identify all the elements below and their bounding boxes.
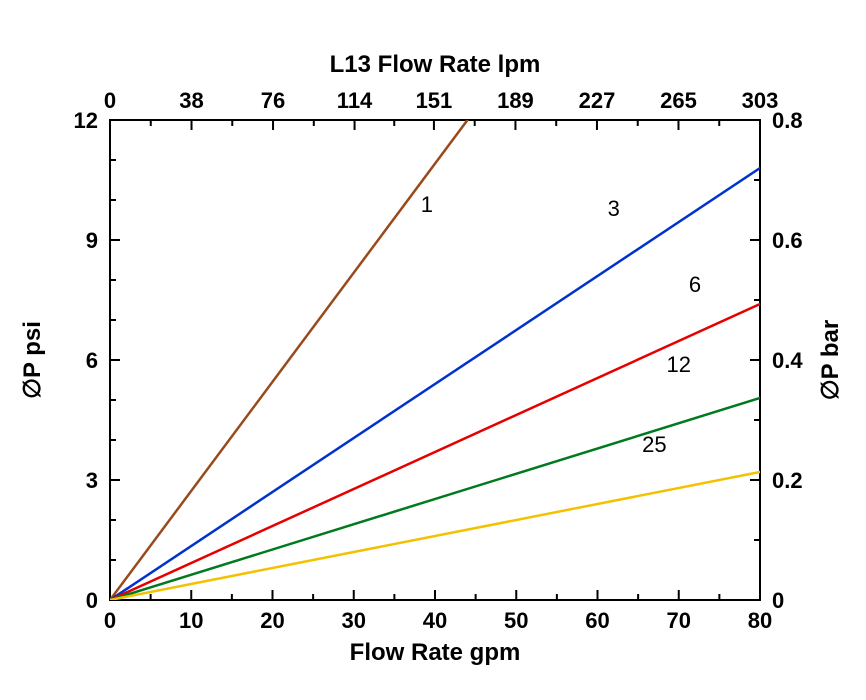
y-left-label: ∅P psi <box>19 321 46 399</box>
series-label-25: 25 <box>642 432 666 457</box>
x-bottom-label: Flow Rate gpm <box>350 639 521 666</box>
chart-title-top: L13 Flow Rate lpm <box>330 51 541 78</box>
x-bottom-tick-label: 10 <box>179 608 203 633</box>
x-bottom-tick-label: 40 <box>423 608 447 633</box>
y-right-tick-label: 0.4 <box>772 348 803 373</box>
y-left-tick-label: 0 <box>86 588 98 613</box>
x-bottom-tick-label: 30 <box>342 608 366 633</box>
y-right-tick-label: 0 <box>772 588 784 613</box>
y-right-tick-label: 0.8 <box>772 108 803 133</box>
x-bottom-tick-label: 20 <box>260 608 284 633</box>
series-label-6: 6 <box>689 272 701 297</box>
x-bottom-tick-label: 80 <box>748 608 772 633</box>
x-bottom-tick-label: 50 <box>504 608 528 633</box>
y-left-tick-label: 9 <box>86 228 98 253</box>
y-right-tick-label: 0.2 <box>772 468 803 493</box>
x-top-tick-label: 38 <box>179 88 203 113</box>
x-bottom-tick-label: 60 <box>585 608 609 633</box>
x-top-tick-label: 151 <box>416 88 453 113</box>
x-bottom-tick-label: 70 <box>667 608 691 633</box>
x-bottom-tick-label: 0 <box>104 608 116 633</box>
x-top-tick-label: 265 <box>660 88 697 113</box>
y-right-tick-label: 0.6 <box>772 228 803 253</box>
series-label-12: 12 <box>667 352 691 377</box>
x-top-tick-label: 114 <box>337 88 373 113</box>
x-top-tick-label: 189 <box>497 88 534 113</box>
series-label-3: 3 <box>608 196 620 221</box>
y-left-tick-label: 6 <box>86 348 98 373</box>
y-right-label: ∅P bar <box>817 320 844 401</box>
y-left-tick-label: 12 <box>74 108 98 133</box>
series-label-1: 1 <box>421 192 433 217</box>
x-top-tick-label: 76 <box>261 88 285 113</box>
x-top-tick-label: 0 <box>104 88 116 113</box>
y-left-tick-label: 3 <box>86 468 98 493</box>
x-top-tick-label: 227 <box>579 88 616 113</box>
